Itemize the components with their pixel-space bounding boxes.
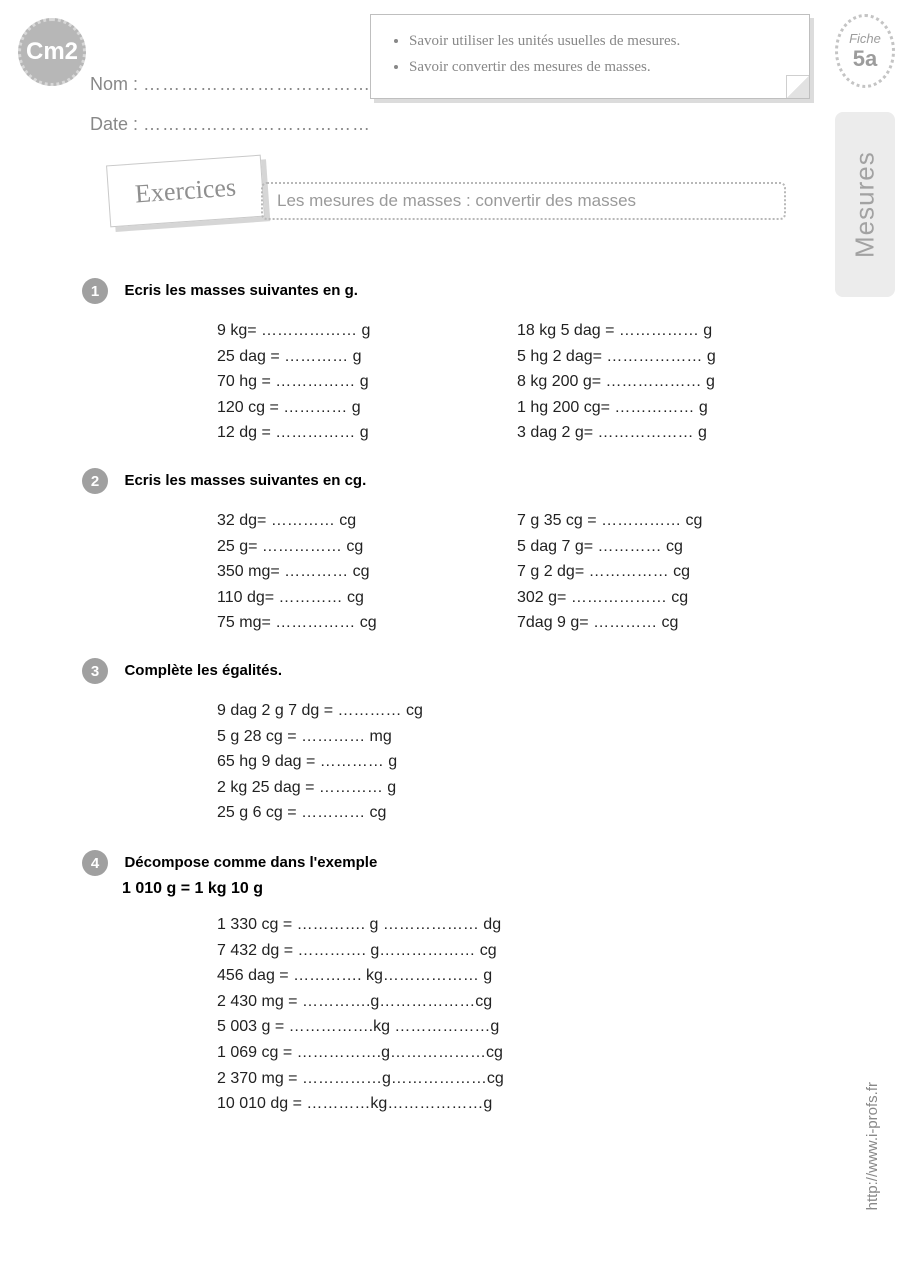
q3-3: 2 kg 25 dag = ………… g [217,775,423,801]
q1-right-col: 18 kg 5 dag = …………… g 5 hg 2 dag= ………………… [517,318,727,446]
subtitle-band: Les mesures de masses : convertir des ma… [261,182,786,220]
q3-4: 25 g 6 cg = ………… cg [217,800,423,826]
date-row: Date : ……………………………… [90,114,371,135]
q4-example: 1 010 g = 1 kg 10 g [122,880,504,898]
question-1: 1 Ecris les masses suivantes en g. 9 kg=… [82,278,727,446]
q4-7: 10 010 dg = …………kg………………g [217,1091,504,1117]
q2-l1: 25 g= …………… cg [217,534,427,560]
grade-text: Cm2 [26,38,78,66]
q1-l3: 120 cg = ………… g [217,395,427,421]
q4-5: 1 069 cg = …………….g………………cg [217,1040,504,1066]
q1-r2: 8 kg 200 g= ……………… g [517,369,727,395]
exercices-tag: Exercices [106,155,265,228]
q2-l4: 75 mg= …………… cg [217,610,427,636]
q1-number: 1 [82,278,108,304]
q4-0: 1 330 cg = …………. g ……………… dg [217,912,504,938]
question-4: 4 Décompose comme dans l'exemple 1 010 g… [82,850,504,1117]
footer-url: http://www.i-profs.fr [864,1082,881,1210]
q3-0: 9 dag 2 g 7 dg = ………… cg [217,698,423,724]
q4-title: Décompose comme dans l'exemple [124,854,377,871]
q3-1: 5 g 28 cg = ………… mg [217,724,423,750]
q2-l2: 350 mg= ………… cg [217,559,427,585]
date-dots: ……………………………… [143,114,371,134]
q3-number: 3 [82,658,108,684]
name-dots: ……………………………… [143,74,371,94]
name-label: Nom : [90,74,138,94]
question-2: 2 Ecris les masses suivantes en cg. 32 d… [82,468,727,636]
sheet-tab: Fiche 5a [835,14,895,88]
question-3: 3 Complète les égalités. 9 dag 2 g 7 dg … [82,658,423,826]
q3-title: Complète les égalités. [124,662,282,679]
q2-r2: 7 g 2 dg= …………… cg [517,559,727,585]
q2-number: 2 [82,468,108,494]
sheet-number: 5a [853,46,877,72]
section-tab: Mesures [835,112,895,297]
q1-title: Ecris les masses suivantes en g. [124,282,357,299]
q1-l2: 70 hg = …………… g [217,369,427,395]
q4-1: 7 432 dg = …………. g……………… cg [217,938,504,964]
sheet-label: Fiche [849,31,881,46]
q3-2: 65 hg 9 dag = ………… g [217,749,423,775]
q2-left-col: 32 dg= ………… cg 25 g= …………… cg 350 mg= ……… [217,508,427,636]
q4-3: 2 430 mg = ………….g………………cg [217,989,504,1015]
q2-right-col: 7 g 35 cg = …………… cg 5 dag 7 g= ………… cg … [517,508,727,636]
q1-left-col: 9 kg= ……………… g 25 dag = ………… g 70 hg = …… [217,318,427,446]
q4-2: 456 dag = …………. kg……………… g [217,963,504,989]
q1-r4: 3 dag 2 g= ……………… g [517,420,727,446]
q2-r0: 7 g 35 cg = …………… cg [517,508,727,534]
q1-r3: 1 hg 200 cg= …………… g [517,395,727,421]
objective-2: Savoir convertir des mesures de masses. [409,55,791,81]
section-label: Mesures [850,151,881,258]
name-row: Nom : ……………………………… [90,74,371,95]
q1-l0: 9 kg= ……………… g [217,318,427,344]
q2-title: Ecris les masses suivantes en cg. [124,472,366,489]
q2-r1: 5 dag 7 g= ………… cg [517,534,727,560]
q1-r1: 5 hg 2 dag= ……………… g [517,344,727,370]
grade-badge: Cm2 [18,18,86,86]
q2-r3: 302 g= ……………… cg [517,585,727,611]
date-label: Date : [90,114,138,134]
q2-r4: 7dag 9 g= ………… cg [517,610,727,636]
q2-l0: 32 dg= ………… cg [217,508,427,534]
objective-1: Savoir utiliser les unités usuelles de m… [409,29,791,55]
q4-4: 5 003 g = …………….kg ………………g [217,1014,504,1040]
q1-r0: 18 kg 5 dag = …………… g [517,318,727,344]
exercices-text: Exercices [134,173,237,210]
q4-6: 2 370 mg = ……………g………………cg [217,1066,504,1092]
objectives-box: Savoir utiliser les unités usuelles de m… [370,14,810,99]
q1-l4: 12 dg = …………… g [217,420,427,446]
subtitle-text: Les mesures de masses : convertir des ma… [277,191,636,210]
q2-l3: 110 dg= ………… cg [217,585,427,611]
q1-l1: 25 dag = ………… g [217,344,427,370]
q4-number: 4 [82,850,108,876]
